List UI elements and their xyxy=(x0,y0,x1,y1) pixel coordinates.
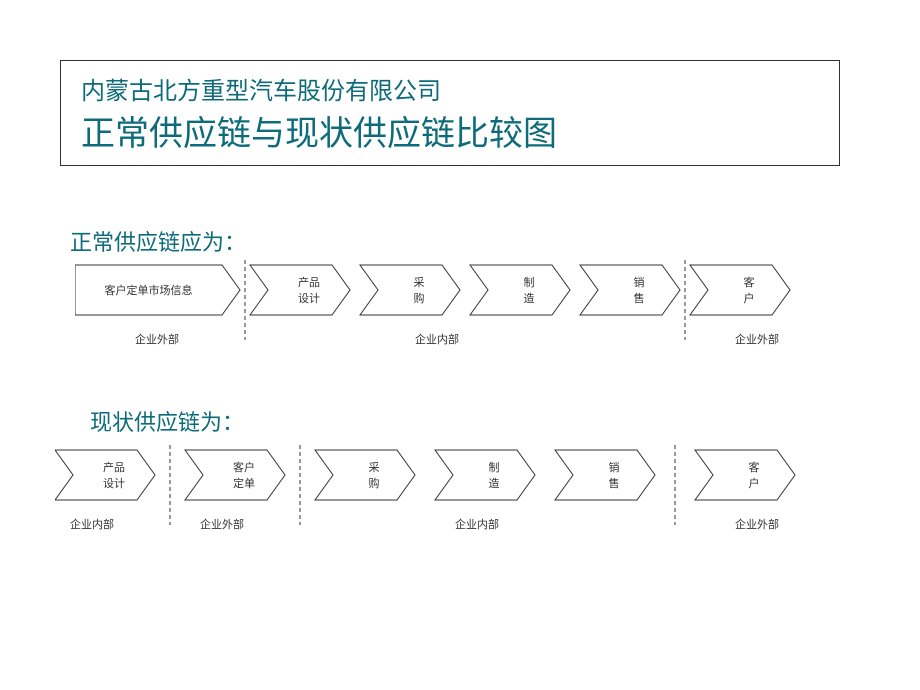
section1-label: 正常供应链应为： xyxy=(70,225,246,257)
svg-text:销: 销 xyxy=(609,460,620,474)
header-title: 正常供应链与现状供应链比较图 xyxy=(81,106,819,155)
svg-text:制: 制 xyxy=(489,461,500,474)
svg-text:产品: 产品 xyxy=(298,275,320,289)
svg-text:购: 购 xyxy=(414,291,425,305)
svg-text:客: 客 xyxy=(749,460,760,474)
svg-text:企业外部: 企业外部 xyxy=(735,517,779,531)
svg-text:定单: 定单 xyxy=(233,476,255,490)
svg-text:制: 制 xyxy=(524,276,535,289)
svg-text:客户定单市场信息: 客户定单市场信息 xyxy=(105,283,193,297)
svg-text:采: 采 xyxy=(414,276,425,289)
svg-text:购: 购 xyxy=(369,476,380,490)
svg-text:售: 售 xyxy=(609,476,620,490)
header-subtitle: 内蒙古北方重型汽车股份有限公司 xyxy=(81,71,819,106)
flowchart-normal: 客户定单市场信息 产品设计 采购 制造 销售 客户企业外部 企业内部 企业外部 xyxy=(75,260,835,360)
svg-text:设计: 设计 xyxy=(298,292,320,305)
svg-text:企业内部: 企业内部 xyxy=(70,517,114,531)
svg-text:采: 采 xyxy=(369,461,380,474)
svg-text:销: 销 xyxy=(634,275,645,289)
flowchart-current: 产品设计客户定单采购制造销售客户企业内部企业外部企业内部企业外部 xyxy=(55,445,835,545)
svg-text:设计: 设计 xyxy=(103,477,125,490)
svg-text:企业外部: 企业外部 xyxy=(135,332,179,346)
svg-text:产品: 产品 xyxy=(103,460,125,474)
header-box: 内蒙古北方重型汽车股份有限公司 正常供应链与现状供应链比较图 xyxy=(60,60,840,166)
svg-text:造: 造 xyxy=(524,291,535,305)
svg-text:造: 造 xyxy=(489,476,500,490)
section2-label: 现状供应链为： xyxy=(90,405,244,437)
svg-text:企业内部: 企业内部 xyxy=(415,332,459,346)
svg-text:企业内部: 企业内部 xyxy=(455,517,499,531)
svg-text:户: 户 xyxy=(749,476,760,490)
svg-text:户: 户 xyxy=(744,291,755,305)
svg-text:客: 客 xyxy=(744,275,755,289)
svg-text:企业外部: 企业外部 xyxy=(735,332,779,346)
svg-text:企业外部: 企业外部 xyxy=(200,517,244,531)
svg-text:售: 售 xyxy=(634,291,645,305)
svg-text:客户: 客户 xyxy=(233,460,255,474)
